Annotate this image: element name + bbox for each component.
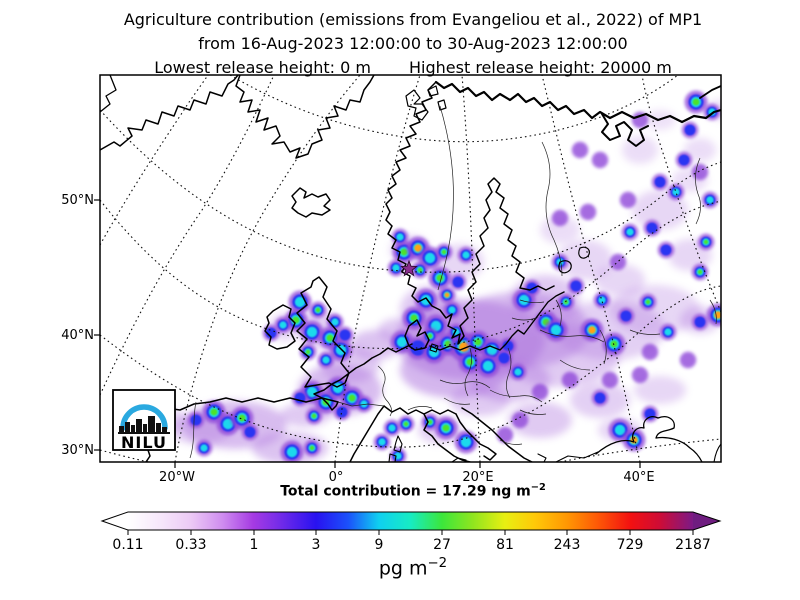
lat-tick-label-40n: 40°N [61,328,94,343]
svg-text:729: 729 [617,537,644,553]
svg-text:0.33: 0.33 [175,537,206,553]
title-block: Agriculture contribution (emissions from… [26,8,800,80]
colorbar-gradient [128,512,693,530]
lon-tick-label-20e: 20°E [462,470,494,485]
svg-text:27: 27 [433,537,451,553]
lat-tick-label-30n: 30°N [61,443,94,458]
colorbar-tick-labels: 0.11 0.33 1 3 9 27 81 243 729 2187 [112,537,710,553]
svg-text:0.11: 0.11 [112,537,143,553]
svg-text:1: 1 [250,537,259,553]
axis-ticks [94,199,641,468]
receptor-star-marker [400,259,418,277]
svg-text:81: 81 [496,537,514,553]
colorbar: 0.11 0.33 1 3 9 27 81 243 729 2187 [100,511,722,553]
svg-text:243: 243 [554,537,581,553]
title-line-2: from 16-Aug-2023 12:00:00 to 30-Aug-2023… [198,34,628,53]
colorbar-extend-left-arrow [102,512,128,530]
nilu-logo-text: NILU [121,433,167,452]
lon-tick-label-0: 0° [328,470,344,485]
svg-text:9: 9 [375,537,384,553]
highest-release-height-label: Highest release height: 20000 m [409,58,672,77]
colorbar-extend-right-arrow [693,512,720,530]
concentration-field [150,90,721,462]
lon-tick-label-40e: 40°E [623,470,655,485]
graticule [100,75,721,462]
total-contribution-label: Total contribution = 17.29 ng m−2 [280,482,546,500]
coastlines [100,75,721,462]
nilu-logo-skyline-icon [118,416,170,434]
svg-text:3: 3 [312,537,321,553]
country-borders [189,105,717,459]
lat-tick-label-50n: 50°N [61,193,94,208]
nilu-logo-arc-icon [120,404,168,431]
map-frame [99,74,722,463]
map-plot: NILU [94,74,722,468]
svg-text:2187: 2187 [675,537,711,553]
colorbar-tick-marks [127,530,694,535]
colorbar-unit-label: pg m−2 [378,556,448,580]
nilu-logo: NILU [112,389,176,452]
lon-tick-label-20w: 20°W [159,470,195,485]
lowest-release-height-label: Lowest release height: 0 m [154,58,371,77]
title-line-1: Agriculture contribution (emissions from… [123,10,703,29]
title-line-3: Lowest release height: 0 m Highest releas… [26,56,800,80]
